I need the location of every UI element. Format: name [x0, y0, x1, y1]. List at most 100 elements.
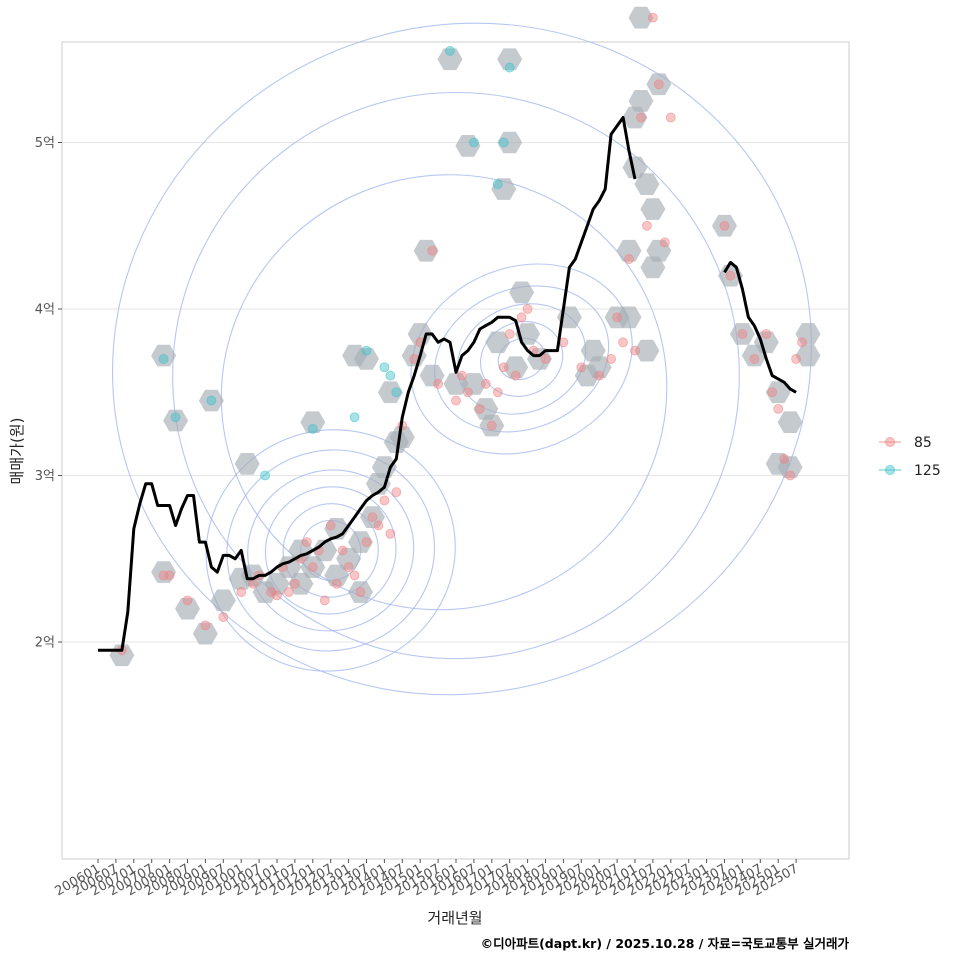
- data-point: [480, 379, 491, 389]
- data-point: [260, 470, 270, 481]
- hexbin: [509, 281, 535, 304]
- data-point: [349, 412, 360, 423]
- hexbin: [163, 409, 189, 432]
- data-point: [319, 595, 330, 606]
- data-point: [158, 354, 169, 364]
- density-contour: [226, 449, 436, 652]
- data-point: [206, 395, 217, 406]
- hexbin: [616, 306, 642, 329]
- hexbin: [336, 547, 362, 570]
- data-point: [361, 345, 372, 356]
- hexbin: [210, 589, 236, 612]
- legend-item-125: 125: [879, 463, 941, 479]
- data-point: [516, 312, 527, 323]
- hexbin: [634, 339, 660, 362]
- data-point: [355, 587, 366, 597]
- hexbin: [795, 344, 821, 367]
- hexbin: [175, 597, 200, 620]
- hexbin: [634, 173, 660, 195]
- data-point: [498, 362, 509, 373]
- data-point: [284, 587, 294, 597]
- hexbin: [586, 356, 612, 379]
- data-point: [624, 254, 634, 264]
- hexbin-layer: [109, 6, 821, 667]
- hexbin: [646, 239, 672, 262]
- legend-item-85: 85: [879, 435, 932, 451]
- hexbin: [348, 531, 373, 553]
- hexbin: [324, 564, 350, 587]
- hexbin: [377, 381, 403, 404]
- hexbin: [276, 556, 302, 578]
- data-point: [433, 379, 444, 389]
- data-point: [636, 112, 646, 123]
- hexbin: [360, 506, 385, 528]
- data-point: [379, 362, 390, 373]
- data-point: [170, 412, 181, 423]
- caption: ©디아파트(dapt.kr) / 2025.10.28 / 자료=국토교통부 실…: [481, 936, 850, 951]
- hexbin: [198, 389, 224, 412]
- y-axis: 2억3억4억5억6억: [35, 136, 62, 651]
- data-point: [307, 562, 318, 572]
- data-point: [349, 570, 360, 581]
- data-point: [648, 12, 658, 23]
- hexbin: [616, 239, 642, 262]
- hexbin: [407, 323, 433, 345]
- data-point: [468, 137, 479, 148]
- data-point: [618, 337, 628, 348]
- hexbin: [419, 364, 445, 387]
- hexbin: [777, 411, 803, 433]
- hexbin: [712, 214, 737, 237]
- hexbin: [312, 539, 338, 562]
- hexbin: [628, 6, 654, 29]
- data-point: [576, 362, 587, 373]
- data-point: [361, 537, 372, 547]
- data-point: [457, 370, 467, 381]
- data-point: [451, 395, 461, 406]
- legend: 85 125: [879, 435, 941, 479]
- hexbin: [288, 572, 314, 595]
- hexbin: [151, 344, 177, 367]
- hexbin: [765, 381, 791, 404]
- hexbin: [497, 48, 523, 71]
- data-point: [719, 220, 730, 231]
- hexbin: [640, 198, 666, 220]
- data-point: [385, 370, 396, 381]
- data-point: [791, 354, 801, 364]
- y-tick-label: 4억: [35, 303, 55, 318]
- data-point: [486, 420, 497, 431]
- data-point: [504, 62, 515, 73]
- data-point: [272, 590, 282, 601]
- hexbin: [300, 556, 326, 578]
- hexbin: [371, 456, 397, 478]
- hexbin: [389, 426, 415, 448]
- hexbin: [348, 581, 373, 603]
- data-point: [767, 387, 778, 398]
- hexbin: [640, 256, 666, 279]
- hexbin: [461, 373, 487, 395]
- legend-label: 85: [914, 435, 932, 451]
- data-point: [325, 520, 336, 531]
- y-tick-label: 2억: [35, 636, 55, 651]
- data-point: [659, 237, 670, 248]
- legend-label: 125: [914, 463, 941, 479]
- data-point: [725, 270, 736, 281]
- data-point: [218, 612, 229, 622]
- hexbin: [437, 48, 463, 71]
- trend-line-segment: [723, 260, 797, 394]
- data-point: [248, 578, 259, 589]
- hexbin: [151, 561, 177, 583]
- hexbin: [234, 453, 260, 475]
- hexbin: [497, 131, 523, 154]
- data-point: [236, 587, 247, 597]
- data-point: [761, 329, 772, 339]
- hexbin: [628, 90, 654, 112]
- hexbin: [455, 135, 481, 157]
- data-point: [391, 487, 402, 498]
- density-contour: [172, 91, 740, 660]
- data-point: [373, 520, 384, 531]
- data-point: [665, 112, 676, 123]
- data-point: [737, 329, 748, 339]
- density-contour: [434, 285, 610, 433]
- density-contour: [220, 174, 668, 611]
